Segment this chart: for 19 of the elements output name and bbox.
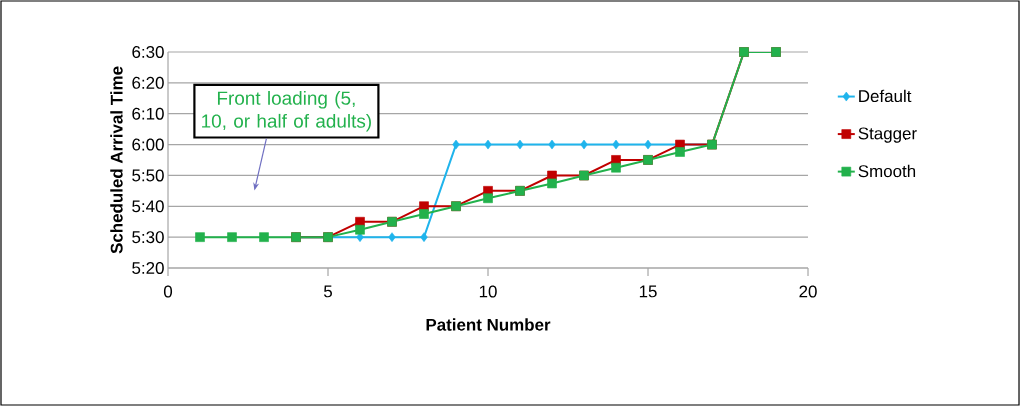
y-tick-label: 5:20 <box>132 262 164 274</box>
annotation: Front loading (5, 10, or half of adults) <box>202 90 371 132</box>
legend-label: Default <box>859 89 912 103</box>
y-tick-label: 6:30 <box>132 46 164 58</box>
y-tick-label: 6:00 <box>132 138 164 151</box>
y-axis-title: Scheduled Arrival Time <box>110 66 123 254</box>
legend-label: Smooth <box>858 164 916 178</box>
x-tick-label: 15 <box>639 285 657 298</box>
y-tick-label: 5:30 <box>132 231 164 244</box>
x-axis-title: Patient Number <box>426 318 551 331</box>
y-tick-label: 5:40 <box>132 200 164 213</box>
x-tick-label: 5 <box>323 285 332 298</box>
x-tick-label: 10 <box>479 285 497 298</box>
y-tick-label: 6:20 <box>132 76 164 89</box>
y-tick-label: 6:10 <box>132 107 164 120</box>
x-tick-label: 0 <box>163 285 173 298</box>
y-tick-label: 5:50 <box>132 169 164 182</box>
x-tick-label: 20 <box>799 285 817 298</box>
legend-label: Stagger <box>858 127 917 143</box>
